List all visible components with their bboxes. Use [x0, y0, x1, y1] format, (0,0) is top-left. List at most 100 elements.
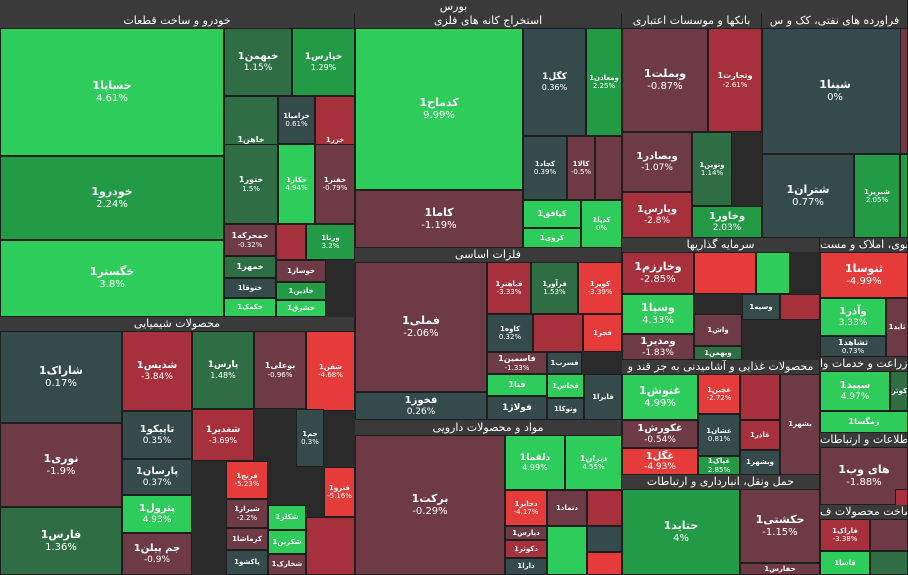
stock-tile[interactable]: پترول1 4.93%	[122, 495, 192, 533]
stock-tile[interactable]: بشهر1	[780, 374, 820, 475]
stock-tile[interactable]: غچین1 -2.72%	[698, 374, 740, 414]
stock-tile[interactable]: ونوین1 1.14%	[692, 132, 732, 206]
stock-tile[interactable]: ونوکا1	[547, 398, 584, 420]
sector-header[interactable]: اطلاعات و ارتباطات	[820, 433, 908, 447]
stock-tile[interactable]: دجابر1 -4.17%	[505, 490, 547, 526]
stock-tile[interactable]: فارس1 1.36%	[0, 507, 122, 575]
stock-tile[interactable]	[533, 314, 583, 352]
stock-tile[interactable]	[694, 252, 756, 294]
stock-tile[interactable]: کدپا1 0%	[581, 200, 622, 248]
stock-tile[interactable]: خفنر1 -0.79%	[315, 144, 355, 224]
stock-tile[interactable]: شغدیر1 -3.69%	[192, 409, 254, 461]
stock-tile[interactable]: غنوش1 4.99%	[622, 374, 698, 420]
stock-tile[interactable]: ختوقا1	[224, 278, 276, 298]
stock-tile[interactable]	[595, 136, 622, 200]
stock-tile[interactable]: شاراک1 0.17%	[0, 331, 122, 423]
stock-tile[interactable]	[780, 294, 820, 320]
stock-tile[interactable]: ومدیر1 -1.83%	[622, 334, 694, 360]
stock-tile[interactable]: کگل1 0.36%	[523, 28, 586, 136]
stock-tile[interactable]	[900, 154, 908, 238]
stock-tile[interactable]	[547, 526, 587, 575]
stock-tile[interactable]: خبهمن1 1.15%	[224, 28, 292, 96]
stock-tile[interactable]: فسرب1	[547, 352, 582, 374]
stock-tile[interactable]: شپنا1 0%	[762, 28, 908, 154]
stock-tile[interactable]: وتجارت1 -2.61%	[708, 28, 762, 132]
stock-tile[interactable]: حکشتی1 -1.15%	[740, 489, 820, 563]
stock-tile[interactable]: ثنوسا1 -4.99%	[820, 252, 908, 298]
sector-header[interactable]: فراورده های نفتی، کک و س	[762, 13, 908, 28]
stock-tile[interactable]: های وب1 -1.88%	[820, 447, 908, 505]
stock-tile[interactable]: وخارزم1 -2.85%	[622, 252, 694, 294]
stock-tile[interactable]: کرماشا1	[226, 528, 268, 550]
stock-tile[interactable]	[740, 374, 780, 420]
stock-tile[interactable]: فرنج1 -5.23%	[226, 461, 268, 499]
stock-tile[interactable]: خکار1 4.94%	[278, 144, 315, 224]
stock-tile[interactable]: دپارس1	[505, 526, 547, 540]
stock-tile[interactable]: خساپا1 4.61%	[0, 28, 224, 156]
stock-tile[interactable]	[276, 224, 306, 260]
stock-tile[interactable]: خگستر1 3.8%	[0, 240, 224, 317]
stock-tile[interactable]: وآذر1 3.33%	[820, 298, 886, 336]
stock-tile[interactable]: دکوثر1	[505, 540, 547, 558]
stock-tile[interactable]: دلقما1 4.99%	[505, 435, 565, 490]
stock-tile[interactable]: خمحرکه1 -0.32%	[224, 224, 276, 256]
stock-tile[interactable]: غشان1 0.81%	[698, 414, 740, 456]
stock-tile[interactable]: واش1	[694, 314, 742, 346]
stock-tile[interactable]: سپید1 4.97%	[820, 371, 890, 411]
stock-tile[interactable]: کیافق1	[523, 200, 581, 228]
stock-tile[interactable]: پارس1 1.48%	[192, 331, 254, 409]
stock-tile[interactable]: فایرا1	[584, 374, 622, 420]
sector-header[interactable]: مواد و محصولات دارویی	[355, 420, 622, 435]
stock-tile[interactable]: وخاور1 2.03%	[692, 206, 762, 238]
stock-tile[interactable]: غگل1 -4.93%	[622, 448, 698, 475]
stock-tile[interactable]: کروی1	[523, 228, 581, 248]
sector-header[interactable]: خودرو و ساخت قطعات	[0, 13, 355, 28]
stock-tile[interactable]: دیران1 4.55%	[565, 435, 622, 490]
stock-tile[interactable]: ورنا1 3.2%	[306, 224, 355, 260]
stock-tile[interactable]	[756, 252, 790, 294]
sector-header[interactable]: سرمایه گذاریها	[622, 238, 820, 252]
stock-tile[interactable]: ثشاهد1 0.73%	[820, 336, 886, 357]
stock-tile[interactable]: فملی1 -2.06%	[355, 262, 487, 392]
stock-tile[interactable]: تاپیکو1 0.35%	[122, 411, 192, 459]
stock-tile[interactable]: فباهنر1 -3.33%	[487, 262, 531, 314]
stock-tile[interactable]: شتران1 0.77%	[762, 154, 854, 238]
stock-tile[interactable]: وبملت1 -0.87%	[622, 28, 708, 132]
stock-tile[interactable]: دارا1	[505, 558, 547, 575]
stock-tile[interactable]: شکربن1	[268, 530, 306, 554]
stock-tile[interactable]: پاکشو1	[226, 550, 268, 575]
stock-tile[interactable]: غپاک1 2.85%	[698, 456, 740, 475]
sector-header[interactable]: محصولات غذایی و آشامیدنی به جز قند و	[622, 360, 820, 374]
sector-header[interactable]: حمل ونقل، انبارداری و ارتباطات	[622, 475, 820, 489]
stock-tile[interactable]: ختور1 1.5%	[224, 144, 278, 224]
stock-tile[interactable]: جم پیلن1 -0.9%	[122, 533, 192, 575]
stock-tile[interactable]: فنا1	[487, 374, 547, 396]
stock-tile[interactable]: فخوز1 0.26%	[355, 392, 487, 420]
stock-tile[interactable]: زمگسا1	[820, 411, 908, 433]
stock-tile[interactable]: وبشهر1	[740, 450, 780, 475]
stock-tile[interactable]: غکورش1 -0.54%	[622, 420, 698, 448]
stock-tile[interactable]: فاسمین1 -1.33%	[487, 352, 547, 374]
stock-tile[interactable]	[587, 526, 622, 552]
stock-tile[interactable]: خوساز1	[276, 260, 326, 282]
stock-tile[interactable]: کاوه1 0.32%	[487, 314, 533, 352]
stock-tile[interactable]: شخارک1	[268, 554, 306, 575]
sector-header[interactable]: استخراج کانه های فلزی	[355, 13, 622, 28]
stock-tile[interactable]	[900, 28, 908, 154]
stock-tile[interactable]	[870, 519, 908, 551]
stock-tile[interactable]: ثاپد1	[886, 298, 908, 357]
stock-tile[interactable]: وسپه1	[742, 294, 780, 320]
stock-tile[interactable]: کجاد1 0.39%	[523, 136, 567, 200]
stock-tile[interactable]: ومعادن1 2.25%	[586, 28, 622, 136]
stock-tile[interactable]: برکت1 -0.29%	[355, 435, 505, 575]
stock-tile[interactable]: خپارس1 1.29%	[292, 28, 355, 96]
sector-header[interactable]: بانکها و موسسات اعتباری	[622, 13, 762, 28]
stock-tile[interactable]: خمهر1	[224, 256, 276, 278]
stock-tile[interactable]: خودرو1 2.24%	[0, 156, 224, 240]
stock-tile[interactable]: فنرو1 -5.16%	[324, 467, 355, 517]
stock-tile[interactable]: فاراک1 -3.38%	[820, 519, 870, 551]
stock-tile[interactable]: خاذین1	[276, 282, 326, 300]
stock-tile[interactable]: نوری1 -1.9%	[0, 423, 122, 507]
stock-tile[interactable]: خشرق1	[276, 300, 326, 317]
stock-tile[interactable]: وبصادر1 -1.07%	[622, 132, 692, 192]
